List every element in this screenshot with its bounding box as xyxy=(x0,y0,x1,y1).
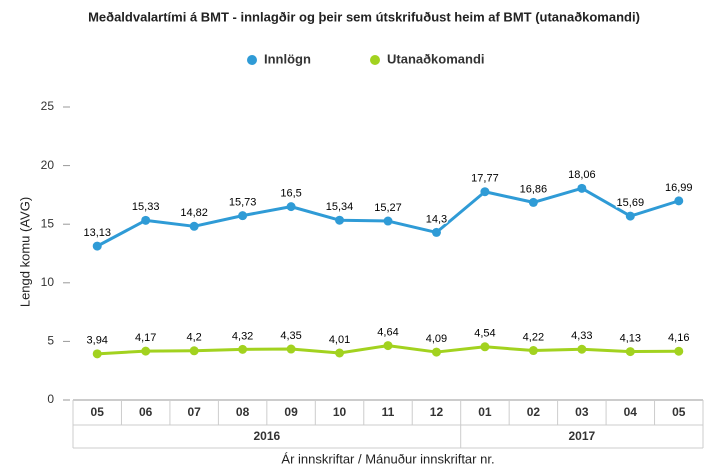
group-label: 2017 xyxy=(568,429,595,443)
x-tick-label: 01 xyxy=(478,405,492,419)
data-point xyxy=(577,344,587,354)
y-tick-label: 10 xyxy=(41,275,55,289)
data-label: 4,2 xyxy=(187,332,202,344)
data-label: 15,69 xyxy=(617,197,645,209)
y-tick-label: 15 xyxy=(41,216,55,230)
data-label: 16,5 xyxy=(280,188,301,200)
data-point xyxy=(189,221,199,231)
data-point xyxy=(286,344,296,354)
data-label: 15,33 xyxy=(132,201,160,213)
data-label: 17,77 xyxy=(471,173,499,185)
x-tick-label: 03 xyxy=(575,405,589,419)
x-axis-label: Ár innskriftar / Mánuður innskriftar nr. xyxy=(281,451,494,466)
data-label: 16,86 xyxy=(520,183,548,195)
data-label: 4,32 xyxy=(232,330,253,342)
data-label: 3,94 xyxy=(87,335,108,347)
data-label: 13,13 xyxy=(83,227,111,239)
data-point xyxy=(480,342,490,352)
data-point xyxy=(528,346,538,356)
data-point xyxy=(189,346,199,356)
data-label: 18,06 xyxy=(568,169,596,181)
data-label: 4,22 xyxy=(523,331,544,343)
data-point xyxy=(674,196,684,206)
y-tick-label: 25 xyxy=(41,99,55,113)
data-label: 15,73 xyxy=(229,197,257,209)
data-point xyxy=(431,347,441,357)
x-tick-label: 10 xyxy=(333,405,347,419)
data-point xyxy=(141,346,151,356)
data-label: 14,3 xyxy=(426,213,447,225)
legend-label: Innlögn xyxy=(264,51,311,66)
legend-marker xyxy=(370,55,380,65)
y-tick-label: 20 xyxy=(41,158,55,172)
data-label: 4,54 xyxy=(474,328,495,340)
data-label: 14,82 xyxy=(180,207,208,219)
data-point xyxy=(238,344,248,354)
data-point xyxy=(383,216,393,226)
x-tick-label: 07 xyxy=(187,405,201,419)
x-tick-label: 09 xyxy=(284,405,298,419)
x-tick-label: 05 xyxy=(672,405,686,419)
x-tick-label: 02 xyxy=(527,405,541,419)
data-label: 4,16 xyxy=(668,332,689,344)
data-label: 4,01 xyxy=(329,334,350,346)
y-tick-label: 0 xyxy=(47,392,54,406)
x-tick-label: 08 xyxy=(236,405,250,419)
data-point xyxy=(286,202,296,212)
x-tick-label: 05 xyxy=(91,405,105,419)
data-label: 15,34 xyxy=(326,201,354,213)
data-label: 4,13 xyxy=(620,333,641,345)
data-point xyxy=(92,241,102,251)
data-label: 4,64 xyxy=(377,327,398,339)
data-label: 15,27 xyxy=(374,202,402,214)
group-label: 2016 xyxy=(253,429,280,443)
data-label: 4,35 xyxy=(280,330,301,342)
y-tick-label: 5 xyxy=(47,334,54,348)
chart-title: Meðaldvalartími á BMT - innlagðir og þei… xyxy=(88,9,640,24)
data-point xyxy=(335,215,345,225)
data-point xyxy=(238,211,248,221)
legend-marker xyxy=(247,55,257,65)
x-tick-label: 12 xyxy=(430,405,444,419)
x-tick-label: 06 xyxy=(139,405,153,419)
x-tick-label: 04 xyxy=(624,405,638,419)
data-point xyxy=(625,347,635,357)
data-label: 16,99 xyxy=(665,182,693,194)
data-point xyxy=(480,187,490,197)
data-point xyxy=(383,341,393,351)
data-point xyxy=(92,349,102,359)
data-point xyxy=(141,215,151,225)
data-label: 4,17 xyxy=(135,332,156,344)
data-point xyxy=(335,348,345,358)
data-point xyxy=(528,197,538,207)
x-tick-label: 11 xyxy=(382,405,395,419)
data-label: 4,09 xyxy=(426,333,447,345)
data-point xyxy=(674,346,684,356)
y-axis-label: Lengd komu (AVG) xyxy=(17,197,32,307)
data-point xyxy=(625,211,635,221)
data-point xyxy=(431,227,441,237)
data-point xyxy=(577,183,587,193)
data-label: 4,33 xyxy=(571,330,592,342)
legend-label: Utanaðkomandi xyxy=(387,51,485,66)
